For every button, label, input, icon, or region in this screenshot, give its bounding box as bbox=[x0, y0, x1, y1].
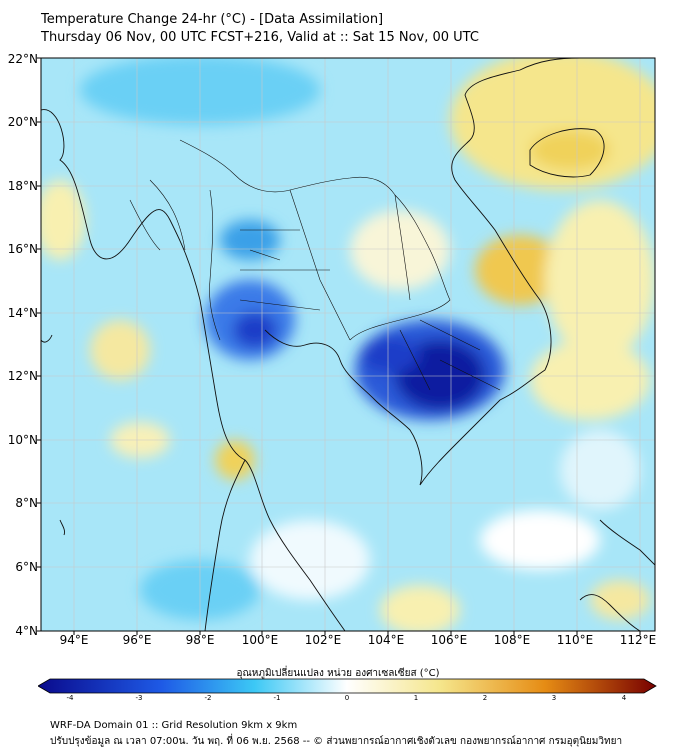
map-title: Temperature Change 24-hr (°C) - [Data As… bbox=[41, 12, 384, 27]
graticule bbox=[41, 58, 655, 631]
lon-label-112e: 112°E bbox=[619, 633, 657, 647]
lon-label-110e: 110°E bbox=[556, 633, 594, 647]
map-frame bbox=[40, 57, 656, 632]
lon-label-108e: 108°E bbox=[493, 633, 531, 647]
colorbar-tick: 4 bbox=[621, 694, 627, 702]
lat-label-16n: 16°N bbox=[7, 242, 38, 256]
lon-label-100e: 100°E bbox=[241, 633, 279, 647]
lon-label-104e: 104°E bbox=[367, 633, 405, 647]
temperature-field bbox=[41, 58, 655, 631]
footer-update-info: ปรับปรุงข้อมูล ณ เวลา 07:00น. วัน พฤ. ที… bbox=[50, 736, 623, 747]
lon-label-106e: 106°E bbox=[430, 633, 468, 647]
lon-label-94e: 94°E bbox=[59, 633, 89, 647]
lat-label-6n: 6°N bbox=[15, 560, 38, 574]
colorbar-tick: 1 bbox=[413, 694, 419, 702]
lat-label-14n: 14°N bbox=[7, 306, 38, 320]
lat-label-10n: 10°N bbox=[7, 433, 38, 447]
colorbar bbox=[38, 678, 657, 694]
lat-label-12n: 12°N bbox=[7, 369, 38, 383]
lat-label-22n: 22°N bbox=[7, 52, 38, 66]
colorbar-tick: -2 bbox=[204, 694, 212, 702]
lon-label-102e: 102°E bbox=[304, 633, 342, 647]
colorbar-tick: -3 bbox=[135, 694, 143, 702]
lat-label-4n: 4°N bbox=[15, 624, 38, 638]
colorbar-tick: -4 bbox=[66, 694, 74, 702]
lat-label-8n: 8°N bbox=[15, 496, 38, 510]
lon-label-96e: 96°E bbox=[122, 633, 152, 647]
colorbar-tick: 0 bbox=[344, 694, 350, 702]
lon-label-98e: 98°E bbox=[185, 633, 215, 647]
colorbar-tick: 2 bbox=[482, 694, 488, 702]
colorbar-strip bbox=[38, 678, 657, 694]
colorbar-tick: -1 bbox=[273, 694, 281, 702]
temperature-change-map bbox=[37, 57, 656, 635]
colorbar-tick: 3 bbox=[551, 694, 557, 702]
colorbar-label: อุณหภูมิเปลี่ยนแปลง หน่วย องศาเซลเซียส (… bbox=[236, 668, 440, 679]
borders bbox=[129, 139, 501, 391]
lat-label-20n: 20°N bbox=[7, 115, 38, 129]
coastlines bbox=[41, 58, 655, 631]
map-subtitle: Thursday 06 Nov, 00 UTC FCST+216, Valid … bbox=[41, 30, 479, 45]
footer-model-info: WRF-DA Domain 01 :: Grid Resolution 9km … bbox=[50, 720, 298, 731]
lat-label-18n: 18°N bbox=[7, 179, 38, 193]
axis-ticks bbox=[37, 57, 641, 635]
